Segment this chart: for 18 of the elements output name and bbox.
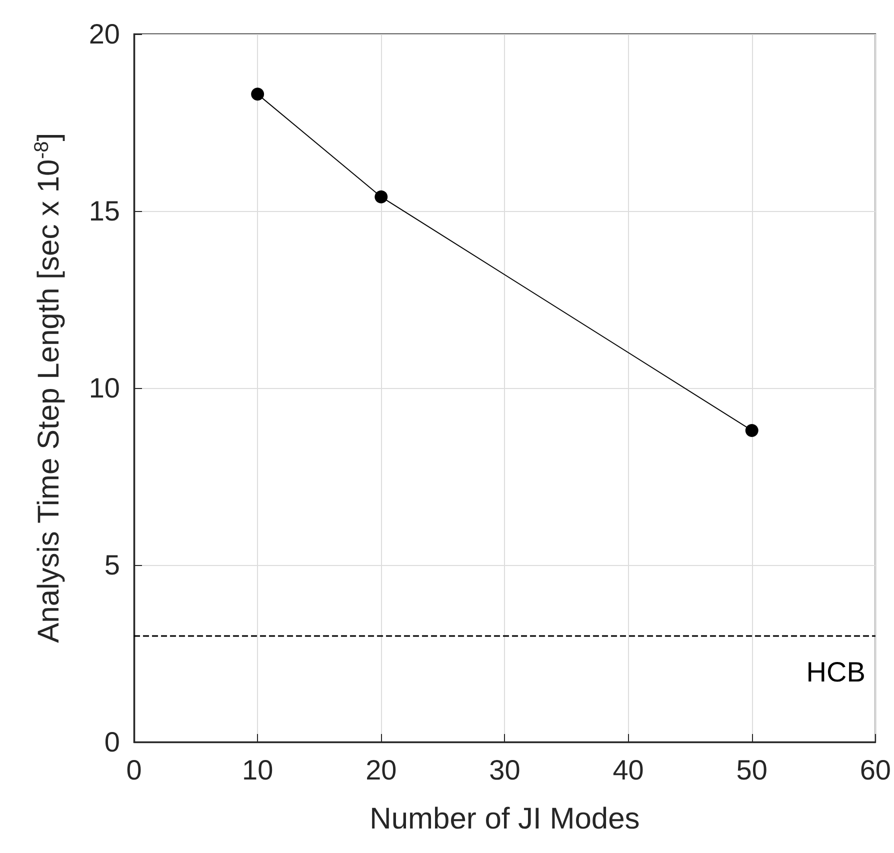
x-tick-label: 50 [736, 754, 768, 786]
point [745, 424, 758, 437]
x-tick-label: 20 [366, 754, 397, 786]
y-axis-title: Analysis Time Step Length [sec x 10-8] [31, 132, 66, 643]
x-tick-label: 60 [860, 754, 892, 786]
x-tick-label: 30 [489, 754, 520, 786]
y-tick-label: 15 [88, 196, 120, 226]
point [251, 88, 264, 101]
x-axis-title: Number of JI Modes [370, 802, 640, 836]
x-tick-label: 10 [242, 754, 274, 786]
point [374, 190, 388, 204]
y-tick-label: 10 [88, 372, 120, 404]
y-tick-label: 20 [88, 18, 120, 50]
x-tick-label: 40 [612, 754, 644, 786]
x-tick-label: 0 [126, 754, 142, 786]
y-tick-label: 5 [104, 550, 120, 580]
y-tick-label: 0 [104, 726, 120, 758]
ref-line-label: HCB [806, 656, 866, 688]
